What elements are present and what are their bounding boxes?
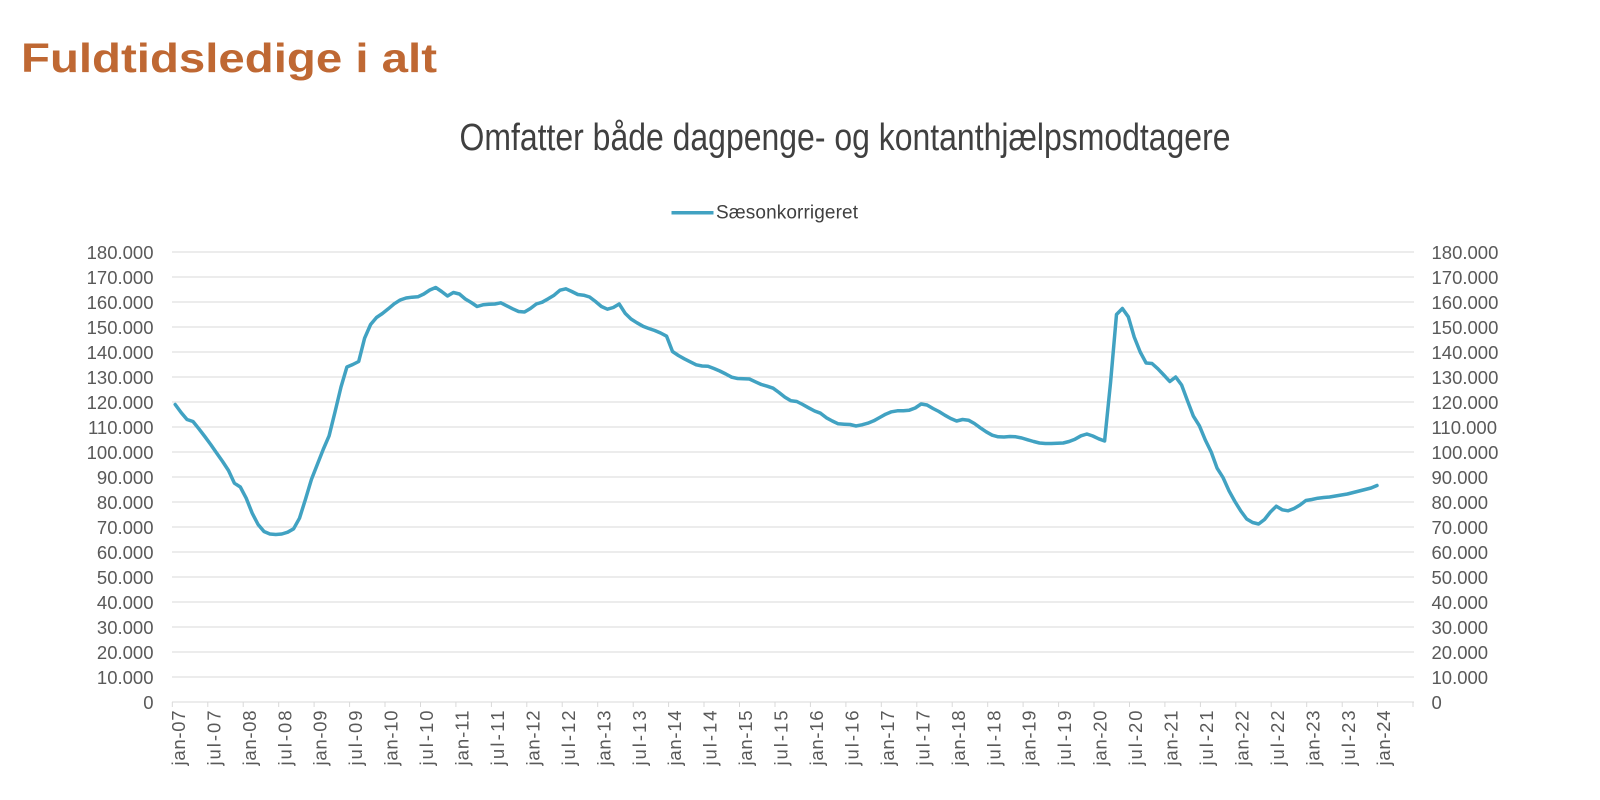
svg-text:jan-23: jan-23 [1302,711,1323,767]
svg-text:jul-21: jul-21 [1196,711,1217,767]
svg-text:140.000: 140.000 [1432,342,1499,363]
svg-text:jan-07: jan-07 [168,711,189,767]
svg-text:150.000: 150.000 [1432,317,1499,338]
svg-text:jul-16: jul-16 [842,711,863,767]
svg-text:60.000: 60.000 [1432,542,1489,563]
svg-text:Sæsonkorrigeret: Sæsonkorrigeret [716,203,859,224]
svg-text:jul-19: jul-19 [1054,711,1075,767]
svg-text:Omfatter både dagpenge- og kon: Omfatter både dagpenge- og kontanthjælps… [460,117,1231,159]
svg-text:jul-23: jul-23 [1338,711,1359,767]
svg-text:jan-17: jan-17 [877,711,898,767]
svg-text:jan-18: jan-18 [948,711,969,767]
svg-text:50.000: 50.000 [1432,567,1489,588]
svg-text:jul-22: jul-22 [1267,711,1288,767]
svg-text:jan-08: jan-08 [239,711,260,767]
svg-text:160.000: 160.000 [87,292,154,313]
svg-text:10.000: 10.000 [97,667,154,688]
svg-text:20.000: 20.000 [1432,642,1489,663]
svg-text:20.000: 20.000 [97,642,154,663]
svg-text:90.000: 90.000 [1432,467,1489,488]
svg-text:0: 0 [1432,692,1442,713]
svg-text:jan-24: jan-24 [1373,711,1394,767]
svg-text:jan-15: jan-15 [735,711,756,767]
svg-text:jan-19: jan-19 [1019,711,1040,767]
svg-text:130.000: 130.000 [87,367,154,388]
svg-text:jul-15: jul-15 [771,711,792,767]
svg-text:jul-10: jul-10 [416,711,437,767]
svg-text:jul-18: jul-18 [983,711,1004,767]
svg-text:jan-13: jan-13 [593,711,614,767]
svg-text:40.000: 40.000 [97,592,154,613]
svg-text:Fuldtidsledige i alt: Fuldtidsledige i alt [21,35,437,81]
svg-text:60.000: 60.000 [97,542,154,563]
svg-text:90.000: 90.000 [97,467,154,488]
svg-text:jan-11: jan-11 [452,711,473,767]
svg-text:jan-10: jan-10 [381,711,402,767]
svg-text:jul-14: jul-14 [700,711,721,767]
svg-text:jul-12: jul-12 [558,711,579,767]
svg-text:jul-11: jul-11 [487,711,508,767]
svg-text:jul-08: jul-08 [274,711,295,767]
svg-text:170.000: 170.000 [87,267,154,288]
svg-text:0: 0 [143,692,153,713]
svg-text:180.000: 180.000 [1432,242,1499,263]
svg-text:10.000: 10.000 [1432,667,1489,688]
svg-text:jan-21: jan-21 [1161,711,1182,767]
svg-text:120.000: 120.000 [87,392,154,413]
svg-text:80.000: 80.000 [97,492,154,513]
svg-text:jul-17: jul-17 [912,711,933,767]
svg-text:jan-12: jan-12 [522,711,543,767]
svg-text:130.000: 130.000 [1432,367,1499,388]
svg-text:jul-07: jul-07 [203,711,224,767]
svg-text:jul-20: jul-20 [1125,711,1146,767]
svg-text:30.000: 30.000 [97,617,154,638]
svg-text:180.000: 180.000 [87,242,154,263]
svg-text:30.000: 30.000 [1432,617,1489,638]
svg-text:jan-20: jan-20 [1090,711,1111,767]
svg-text:jul-09: jul-09 [345,711,366,767]
svg-text:140.000: 140.000 [87,342,154,363]
svg-text:jan-16: jan-16 [806,711,827,767]
svg-text:110.000: 110.000 [1432,417,1498,438]
svg-text:40.000: 40.000 [1432,592,1489,613]
svg-text:160.000: 160.000 [1432,292,1499,313]
svg-text:110.000: 110.000 [88,417,154,438]
svg-text:120.000: 120.000 [1432,392,1499,413]
svg-text:jan-22: jan-22 [1231,711,1252,767]
svg-text:jan-14: jan-14 [664,711,685,767]
svg-text:70.000: 70.000 [1432,517,1489,538]
svg-text:100.000: 100.000 [1432,442,1499,463]
svg-text:50.000: 50.000 [97,567,154,588]
svg-text:70.000: 70.000 [97,517,154,538]
svg-text:jul-13: jul-13 [629,711,650,767]
svg-text:jan-09: jan-09 [310,711,331,767]
svg-text:150.000: 150.000 [87,317,154,338]
svg-text:100.000: 100.000 [87,442,154,463]
svg-text:80.000: 80.000 [1432,492,1489,513]
svg-text:170.000: 170.000 [1432,267,1499,288]
